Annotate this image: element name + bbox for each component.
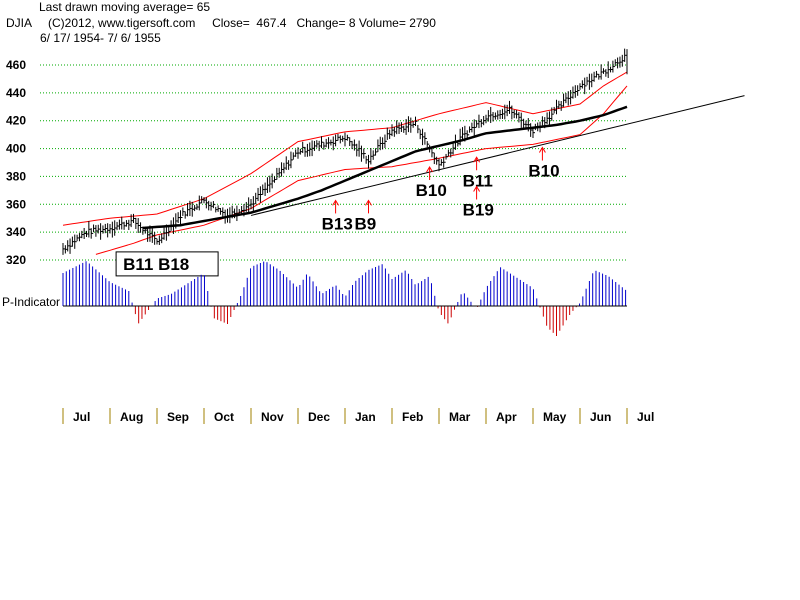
signal-label: B10 (528, 162, 559, 181)
upper-band-line (62, 71, 628, 226)
p-indicator-histogram (62, 261, 627, 336)
signal-arrow-head (538, 146, 546, 153)
signal-arrow-head (426, 166, 434, 173)
trendline (250, 95, 745, 216)
y-tick-label: 320 (6, 253, 26, 267)
y-tick-label: 440 (6, 86, 26, 100)
lower-band-line (95, 85, 628, 255)
month-label: Jun (590, 410, 611, 424)
y-axis-ticks: 460 440 420 400 380 360 340 320 (6, 58, 26, 267)
month-label: Jul (637, 410, 654, 424)
month-label: May (543, 410, 567, 424)
bollinger-bands (62, 71, 628, 255)
month-label: Feb (402, 410, 423, 424)
chart-info-line: DJIA (C)2012, www.tigersoft.com Close= 4… (6, 16, 436, 30)
price-bars (62, 48, 628, 255)
month-label: Jan (355, 410, 376, 424)
moving-average-line (142, 105, 628, 230)
signal-box-frame (115, 251, 219, 277)
signal-label: B13 (322, 214, 353, 233)
signal-arrow-head (365, 199, 372, 206)
signal-arrow-head (473, 185, 481, 192)
y-tick-label: 360 (6, 197, 26, 211)
y-tick-label: 460 (6, 58, 26, 72)
moving-average-caption: Last drawn moving average= 65 (39, 0, 210, 14)
month-label: Aug (120, 410, 143, 424)
month-label: Oct (214, 410, 234, 424)
indicator-label: P-Indicator (2, 295, 60, 309)
y-tick-label: 420 (6, 114, 26, 128)
signal-label: B10 (416, 181, 447, 200)
signal-label: B11 B18 (123, 255, 189, 274)
signal-arrow-head (332, 199, 340, 206)
y-tick-label: 400 (6, 142, 26, 156)
y-tick-label: 340 (6, 225, 26, 239)
moving-average (142, 105, 628, 230)
signal-label: B19 (463, 201, 494, 220)
month-label: Apr (496, 410, 517, 424)
signal-arrow-head (473, 156, 481, 163)
signal-box: B11 B18 (115, 251, 219, 277)
signal-label: B9 (355, 214, 377, 233)
support-trendline (250, 95, 745, 216)
x-axis: Jul Aug Sep Oct Nov Dec Jan Feb Mar Apr May Jun Jul (62, 408, 654, 424)
month-label: Sep (167, 410, 189, 424)
signal-annotations: B11 B18 B13 B9 B10 B11 B19 B10 (115, 146, 560, 277)
month-label: Jul (73, 410, 90, 424)
month-label: Dec (308, 410, 330, 424)
month-label: Mar (449, 410, 471, 424)
date-range: 6/ 17/ 1954- 7/ 6/ 1955 (40, 31, 161, 45)
signal-label: B11 (463, 171, 493, 190)
y-tick-label: 380 (6, 169, 26, 183)
month-label: Nov (261, 410, 284, 424)
gridlines (40, 64, 628, 261)
